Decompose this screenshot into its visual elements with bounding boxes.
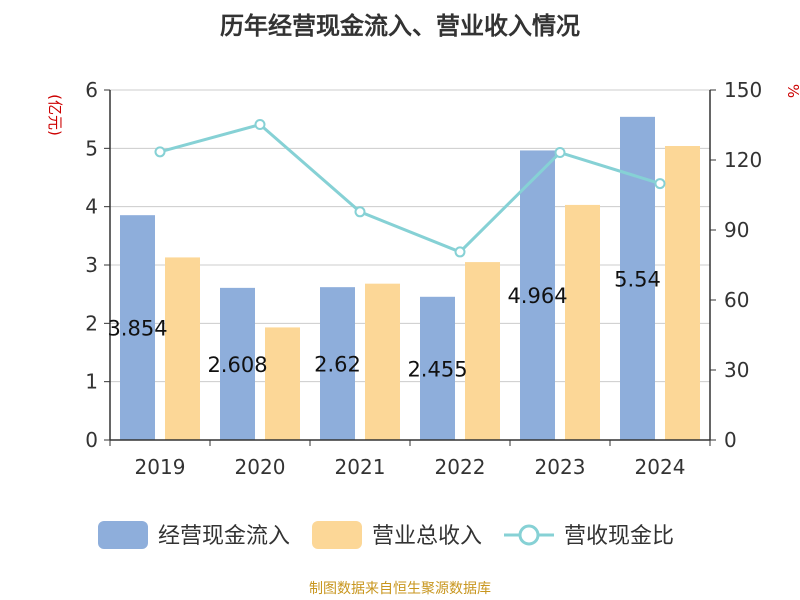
x-tick-label: 2023	[535, 455, 586, 479]
gridlines	[110, 89, 710, 383]
bar-data-label: 4.964	[507, 284, 567, 308]
legend: 经营现金流入 营业总收入 营收现金比	[98, 521, 674, 549]
legend-label: 营收现金比	[564, 524, 674, 549]
bar-cash-inflow	[320, 287, 355, 440]
right-axis-unit: %	[784, 84, 800, 98]
bar-revenue	[665, 146, 700, 440]
right-tick-label: 60	[724, 288, 749, 312]
bar-data-label: 5.54	[614, 267, 661, 291]
left-tick-label: 6	[85, 78, 98, 102]
left-axis-unit: (亿元)	[46, 94, 64, 136]
ratio-point	[454, 246, 466, 258]
bar-data-label: 2.455	[407, 357, 467, 381]
left-tick-label: 2	[85, 311, 98, 335]
ratio-line-layer	[154, 119, 666, 258]
ratio-line	[159, 122, 661, 254]
right-tick-label: 120	[724, 148, 762, 172]
bar-data-label: 2.608	[207, 353, 267, 377]
bar-cash-inflow	[420, 296, 455, 440]
bars-layer	[120, 116, 700, 440]
right-tick-label: 30	[724, 358, 749, 382]
chart-title: 历年经营现金流入、营业收入情况	[220, 12, 580, 40]
bar-cash-inflow	[120, 215, 155, 440]
bar-data-label: 2.62	[314, 353, 361, 377]
ratio-point	[654, 178, 666, 190]
ratio-point	[354, 206, 366, 218]
legend-swatch-bar	[312, 521, 362, 549]
x-tick-label: 2020	[235, 455, 286, 479]
x-tick-label: 2024	[635, 455, 686, 479]
left-tick-label: 0	[85, 428, 98, 452]
left-tick-label: 4	[85, 195, 98, 219]
x-tick-label: 2019	[135, 455, 186, 479]
data-labels-layer: 3.854 2.608 2.62 2.455 4.964 5.54	[107, 267, 660, 381]
x-tick-label: 2022	[435, 455, 486, 479]
x-tick-label: 2021	[335, 455, 386, 479]
legend-swatch-bar	[98, 521, 148, 549]
bar-cash-inflow	[220, 287, 255, 440]
bar-revenue	[165, 257, 200, 440]
right-tick-label: 150	[724, 78, 762, 102]
ratio-point	[254, 119, 266, 131]
left-tick-label: 5	[85, 136, 98, 160]
right-tick-label: 90	[724, 218, 749, 242]
bar-cash-inflow	[620, 116, 655, 440]
left-tick-label: 3	[85, 253, 98, 277]
ratio-point	[554, 147, 566, 159]
legend-label: 营业总收入	[372, 524, 482, 549]
source-footer: 制图数据来自恒生聚源数据库	[309, 581, 491, 597]
bar-revenue	[465, 262, 500, 440]
left-tick-label: 1	[85, 370, 98, 394]
legend-label: 经营现金流入	[158, 524, 290, 549]
bar-data-label: 3.854	[107, 317, 167, 341]
bar-revenue	[365, 283, 400, 440]
ratio-point	[154, 146, 166, 158]
bar-cash-inflow	[520, 150, 555, 440]
bar-revenue	[565, 204, 600, 440]
right-tick-label: 0	[724, 428, 737, 452]
legend-swatch-marker	[518, 524, 540, 546]
bar-revenue	[265, 327, 300, 440]
